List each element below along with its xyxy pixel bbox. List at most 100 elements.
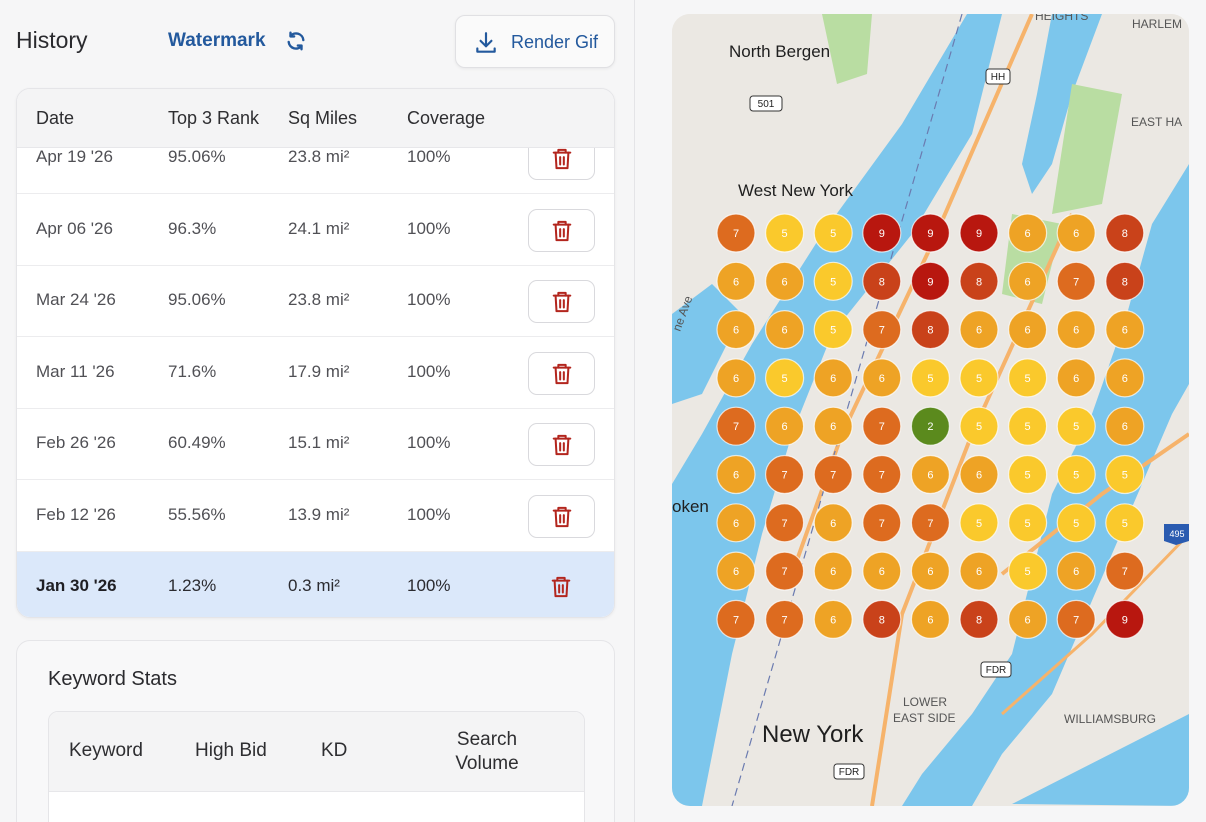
rank-marker[interactable]: 5 xyxy=(1008,358,1048,398)
rank-marker[interactable]: 6 xyxy=(959,310,999,350)
rank-grid-map[interactable]: 7 5 5 9 9 9 6 6 8 6 6 5 8 9 8 6 7 8 6 6 5 7 8 6 6 6 6 6 5 6 6 5 5 5 6 6 7 6 6 7… xyxy=(672,14,1189,806)
rank-marker[interactable]: 6 xyxy=(1008,599,1048,640)
rank-marker[interactable]: 5 xyxy=(1105,454,1145,495)
rank-marker[interactable]: 5 xyxy=(1056,406,1096,446)
rank-marker[interactable]: 7 xyxy=(910,503,950,543)
rank-marker[interactable]: 7 xyxy=(764,551,805,591)
history-row[interactable]: Feb 12 '26 55.56% 13.9 mi² 100% xyxy=(17,481,614,552)
rank-marker[interactable]: 7 xyxy=(813,454,853,495)
map-label-williamsburg: WILLIAMSBURG xyxy=(1064,712,1156,726)
rank-marker[interactable]: 6 xyxy=(813,503,853,543)
rank-marker[interactable]: 6 xyxy=(813,599,853,640)
rank-marker[interactable]: 6 xyxy=(716,358,756,398)
history-row[interactable]: Mar 24 '26 95.06% 23.8 mi² 100% xyxy=(17,266,614,337)
rank-marker[interactable]: 8 xyxy=(1105,261,1145,301)
rank-marker[interactable]: 6 xyxy=(959,551,999,591)
rank-marker[interactable]: 5 xyxy=(764,358,805,398)
watermark-toggle[interactable]: Watermark xyxy=(168,30,266,51)
rank-marker[interactable]: 7 xyxy=(862,406,902,446)
delete-button[interactable] xyxy=(528,352,595,395)
rank-marker[interactable]: 5 xyxy=(1056,503,1096,543)
rank-marker[interactable]: 8 xyxy=(862,599,902,640)
rank-marker[interactable]: 6 xyxy=(1105,310,1145,350)
rank-marker[interactable]: 5 xyxy=(764,213,805,253)
rank-marker[interactable]: 5 xyxy=(1105,503,1145,543)
rank-marker[interactable]: 6 xyxy=(764,310,805,350)
rank-marker[interactable]: 6 xyxy=(1105,358,1145,398)
rank-marker[interactable]: 6 xyxy=(1008,213,1048,253)
rank-marker[interactable]: 6 xyxy=(716,310,756,350)
rank-marker[interactable]: 6 xyxy=(1056,551,1096,591)
rank-marker[interactable]: 5 xyxy=(1056,454,1096,495)
rank-marker[interactable]: 7 xyxy=(764,454,805,495)
rank-marker[interactable]: 8 xyxy=(862,261,902,301)
rank-marker[interactable]: 5 xyxy=(1008,406,1048,446)
rank-marker[interactable]: 7 xyxy=(716,213,756,253)
render-gif-button[interactable]: Render Gif xyxy=(455,15,615,68)
rank-marker[interactable]: 9 xyxy=(910,261,950,301)
rank-marker[interactable]: 6 xyxy=(813,358,853,398)
rank-marker[interactable]: 5 xyxy=(1008,503,1048,543)
history-row[interactable]: Mar 11 '26 71.6% 17.9 mi² 100% xyxy=(17,338,614,409)
refresh-icon[interactable] xyxy=(285,30,307,52)
rank-marker[interactable]: 6 xyxy=(910,454,950,495)
delete-button[interactable] xyxy=(528,423,595,466)
history-row[interactable]: Feb 26 '26 60.49% 15.1 mi² 100% xyxy=(17,409,614,480)
rank-marker[interactable]: 8 xyxy=(959,599,999,640)
rank-marker[interactable]: 6 xyxy=(716,261,756,301)
rank-marker[interactable]: 7 xyxy=(764,503,805,543)
rank-marker[interactable]: 5 xyxy=(813,261,853,301)
rank-marker[interactable]: 8 xyxy=(959,261,999,301)
rank-marker[interactable]: 6 xyxy=(1056,310,1096,350)
rank-marker[interactable]: 6 xyxy=(1008,261,1048,301)
rank-marker[interactable]: 7 xyxy=(862,503,902,543)
rank-marker[interactable]: 6 xyxy=(764,406,805,446)
rank-marker[interactable]: 8 xyxy=(1105,213,1145,253)
rank-marker[interactable]: 5 xyxy=(1008,454,1048,495)
rank-marker-label: 8 xyxy=(879,614,885,626)
rank-marker[interactable]: 9 xyxy=(959,213,999,253)
rank-marker[interactable]: 6 xyxy=(764,261,805,301)
rank-marker[interactable]: 9 xyxy=(1105,599,1145,640)
rank-marker[interactable]: 7 xyxy=(716,406,756,446)
rank-marker[interactable]: 5 xyxy=(910,358,950,398)
rank-marker[interactable]: 7 xyxy=(862,454,902,495)
rank-marker[interactable]: 8 xyxy=(910,310,950,350)
rank-marker[interactable]: 6 xyxy=(1008,310,1048,350)
rank-marker[interactable]: 6 xyxy=(716,503,756,543)
history-row[interactable]: Apr 06 '26 96.3% 24.1 mi² 100% xyxy=(17,195,614,266)
delete-button[interactable] xyxy=(528,209,595,252)
rank-marker[interactable]: 6 xyxy=(1105,406,1145,446)
rank-marker[interactable]: 2 xyxy=(910,406,950,446)
rank-marker[interactable]: 5 xyxy=(959,503,999,543)
rank-marker[interactable]: 5 xyxy=(813,213,853,253)
rank-marker[interactable]: 7 xyxy=(1056,261,1096,301)
rank-marker[interactable]: 6 xyxy=(1056,213,1096,253)
rank-marker[interactable]: 6 xyxy=(813,551,853,591)
rank-marker[interactable]: 7 xyxy=(862,310,902,350)
history-row[interactable]: Jan 30 '26 1.23% 0.3 mi² 100% xyxy=(17,552,614,617)
rank-marker[interactable]: 6 xyxy=(862,358,902,398)
rank-marker[interactable]: 6 xyxy=(862,551,902,591)
rank-marker[interactable]: 7 xyxy=(1105,551,1145,591)
rank-marker[interactable]: 7 xyxy=(1056,599,1096,640)
rank-marker[interactable]: 5 xyxy=(813,310,853,350)
delete-button[interactable] xyxy=(528,280,595,323)
rank-marker[interactable]: 9 xyxy=(862,213,902,253)
rank-marker[interactable]: 7 xyxy=(764,599,805,640)
delete-button[interactable] xyxy=(528,566,595,609)
rank-marker[interactable]: 6 xyxy=(716,454,756,495)
rank-marker[interactable]: 6 xyxy=(959,454,999,495)
rank-marker[interactable]: 7 xyxy=(716,599,756,640)
rank-marker[interactable]: 9 xyxy=(910,213,950,253)
rank-marker[interactable]: 6 xyxy=(910,599,950,640)
rank-marker[interactable]: 6 xyxy=(813,406,853,446)
history-date: Mar 11 '26 xyxy=(36,362,115,381)
rank-marker[interactable]: 6 xyxy=(1056,358,1096,398)
rank-marker[interactable]: 6 xyxy=(910,551,950,591)
rank-marker[interactable]: 6 xyxy=(716,551,756,591)
rank-marker[interactable]: 5 xyxy=(959,406,999,446)
rank-marker[interactable]: 5 xyxy=(959,358,999,398)
rank-marker[interactable]: 5 xyxy=(1008,551,1048,591)
delete-button[interactable] xyxy=(528,495,595,538)
